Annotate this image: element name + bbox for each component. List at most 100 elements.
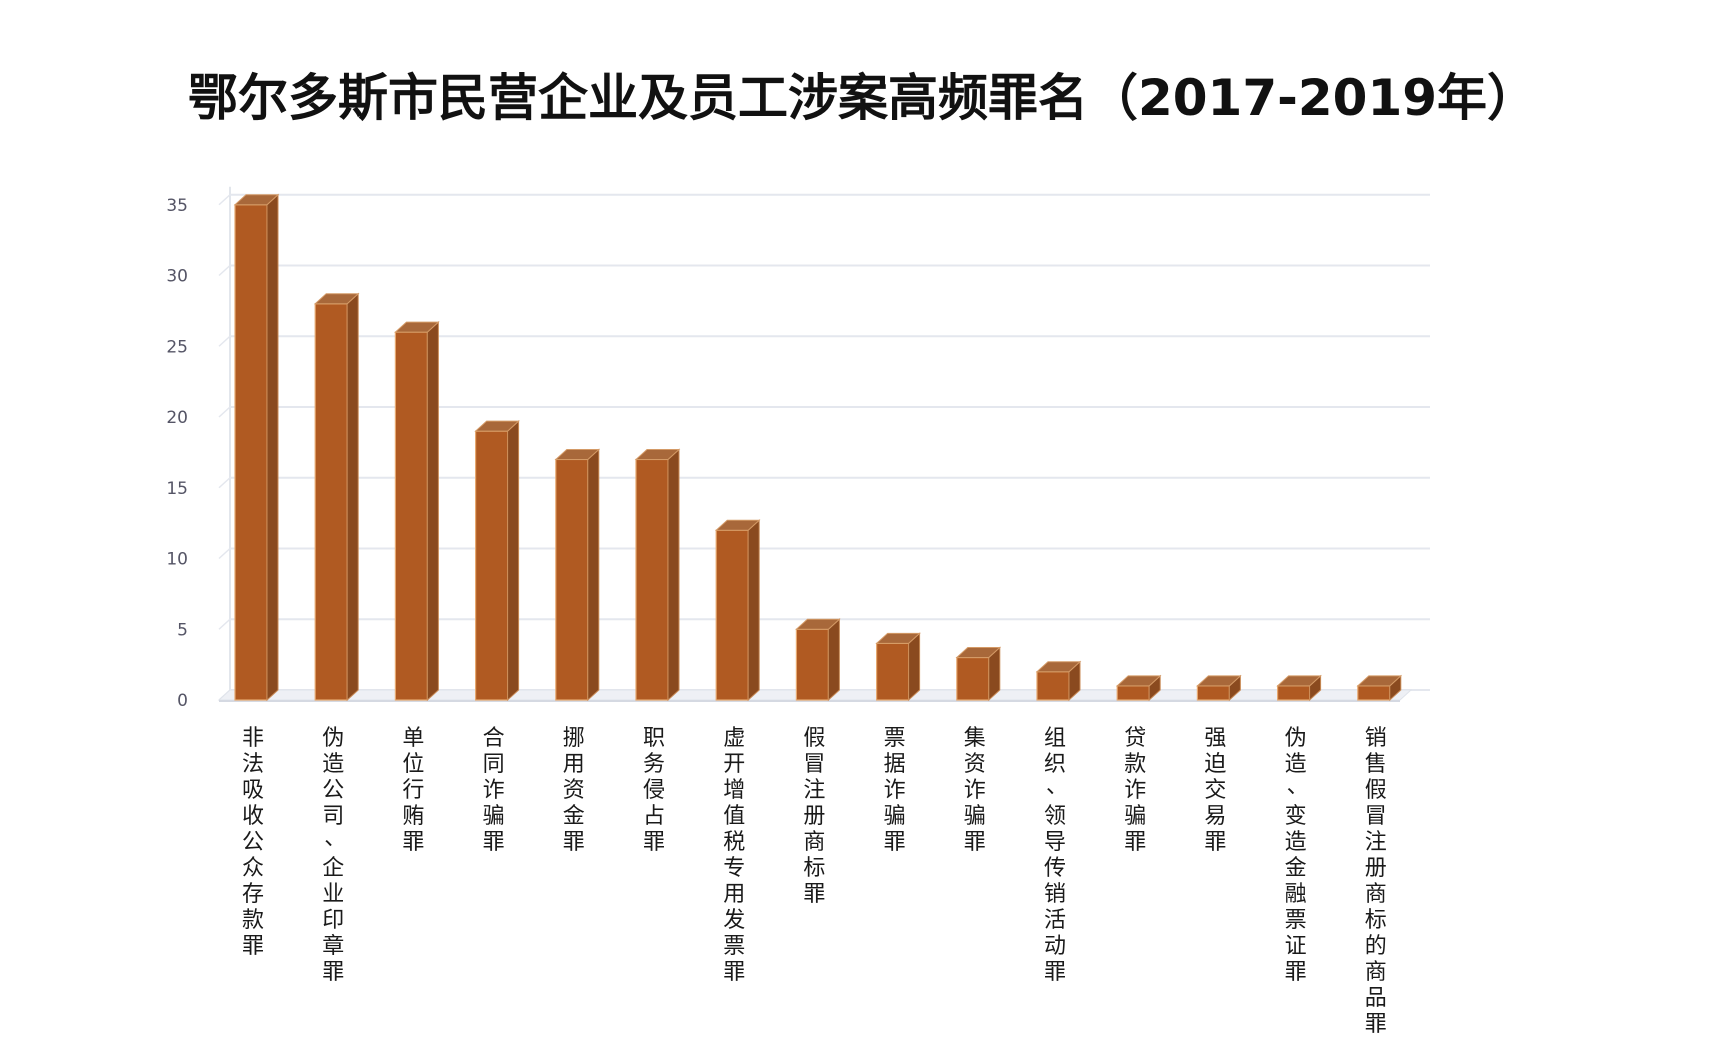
category-label-char: 罪 [563, 830, 585, 855]
category-label-char: 迫 [1204, 752, 1226, 777]
category-label-char: 贷 [1124, 726, 1146, 751]
bar-front [555, 458, 589, 701]
category-label-char: 公 [322, 778, 344, 803]
category-label-char: 易 [1204, 804, 1226, 829]
bar [955, 646, 1002, 702]
category-label-char: 行 [402, 778, 424, 803]
bar [1115, 674, 1162, 702]
bar-front [875, 642, 910, 701]
bar-front [394, 331, 428, 701]
category-label-char: 金 [563, 804, 585, 829]
bar-top [1115, 675, 1162, 687]
category-label-char: 交 [1204, 778, 1226, 803]
category-label-char: 册 [1365, 856, 1387, 881]
category-label-char: 、 [324, 826, 346, 851]
category-label-char: 强 [1204, 726, 1226, 751]
category-label-char: 收 [242, 804, 264, 829]
category-label-char: 挪 [563, 726, 585, 751]
category-label-char: 诈 [884, 778, 906, 803]
category-label-char: 罪 [1365, 1012, 1387, 1037]
category-label-char: 册 [803, 804, 825, 829]
bar-top [233, 194, 280, 206]
category-label-char: 资 [964, 752, 986, 777]
category-label-char: 用 [723, 882, 745, 907]
category-label-char: 企 [322, 856, 344, 881]
category-label-char: 公 [242, 830, 264, 855]
bars [233, 193, 1403, 702]
category-label-char: 的 [1365, 934, 1387, 959]
bar-top [554, 448, 601, 460]
y-tick-label: 35 [166, 196, 188, 216]
category-label-char: 组 [1044, 726, 1066, 751]
bar [1196, 674, 1242, 702]
category-label-char: 务 [643, 752, 665, 777]
category-label-char: 骗 [884, 804, 906, 829]
bar-top [1035, 661, 1082, 673]
bar-side [426, 320, 439, 702]
category-label-char: 司 [322, 804, 344, 829]
bar-top [1356, 675, 1403, 687]
category-label-char: 罪 [1124, 830, 1146, 855]
category-label-char: 假 [1365, 778, 1387, 803]
category-label-char: 导 [1044, 830, 1066, 855]
bar [554, 448, 601, 702]
bar-top [634, 448, 681, 460]
category-label-char: 印 [322, 908, 344, 933]
category-label-char: 专 [723, 856, 745, 881]
gridline-side [218, 264, 231, 277]
category-label-char: 罪 [402, 830, 424, 855]
category-label-char: 证 [1285, 934, 1307, 959]
category-label-char: 虚 [723, 726, 745, 751]
category-label-char: 罪 [1204, 830, 1226, 855]
bar-top [474, 420, 520, 432]
category-label-char: 吸 [242, 778, 264, 803]
category-label-char: 销 [1044, 882, 1066, 907]
y-tick-label: 30 [166, 267, 188, 287]
bar [474, 420, 520, 702]
category-label-char: 单 [402, 726, 424, 751]
category-label-char: 位 [402, 752, 424, 777]
bar [1035, 660, 1082, 702]
category-label-char: 领 [1044, 804, 1066, 829]
gridline-side [218, 547, 231, 560]
category-label-char: 罪 [964, 830, 986, 855]
category-label-char: 售 [1365, 752, 1387, 777]
gridline-side [218, 477, 231, 489]
category-label-char: 造 [322, 752, 344, 777]
category-label-char: 税 [723, 830, 745, 855]
bar-top [714, 519, 761, 531]
category-label-char: 用 [563, 752, 585, 777]
category-label-char: 商 [803, 830, 825, 855]
bar-side [507, 420, 520, 702]
category-label-char: 商 [1365, 882, 1387, 907]
y-tick-label: 15 [166, 479, 188, 499]
category-label-char: 骗 [964, 804, 986, 829]
category-label-char: 合 [483, 726, 505, 751]
category-label-char: 标 [1365, 908, 1387, 933]
category-label-char: 注 [803, 778, 825, 803]
bar [714, 519, 761, 702]
bar-front [1276, 685, 1311, 701]
category-label-char: 假 [803, 726, 825, 751]
category-label-char: 业 [322, 882, 344, 907]
bar [795, 618, 841, 702]
bar-front [795, 628, 830, 701]
category-label-char: 同 [483, 752, 505, 777]
category-label-char: 据 [884, 752, 906, 777]
category-labels: 非法吸收公众存款罪伪造公司、企业印章罪单位行贿罪合同诈骗罪挪用资金罪职务侵占罪虚… [242, 726, 1387, 1037]
y-axis-ticks: 0 5 10 15 20 25 30 35 [166, 196, 188, 711]
category-label-char: 法 [242, 752, 264, 777]
category-label-char: 罪 [723, 960, 745, 985]
bar-side [827, 618, 840, 702]
category-label-char: 票 [723, 934, 745, 959]
bar-side [747, 519, 760, 702]
bar-front [956, 656, 990, 701]
bar-front [475, 430, 509, 701]
category-label-char: 资 [563, 778, 585, 803]
